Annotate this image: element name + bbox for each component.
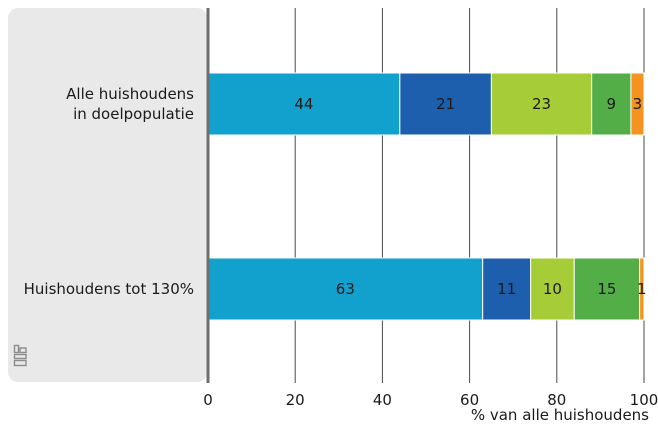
x-tick-label: 20: [286, 391, 305, 409]
data-label: 44: [294, 95, 313, 113]
x-tick-labels: 0 20 40 60 80 100: [203, 391, 658, 409]
x-tick-label: 100: [630, 391, 658, 409]
x-tick-label: 60: [460, 391, 479, 409]
data-label: 10: [543, 280, 562, 298]
bar-segment: [573, 257, 641, 321]
data-label: 1: [637, 280, 647, 298]
data-label: 15: [597, 280, 616, 298]
data-label: 9: [607, 95, 617, 113]
cbs-logo-icon: [13, 344, 27, 367]
bar-segment: [630, 72, 645, 136]
x-axis-label: % van alle huishoudens: [471, 406, 649, 424]
x-tick-label: 40: [373, 391, 392, 409]
gridlines: [294, 8, 645, 383]
category-label-panel: [8, 8, 207, 382]
bar-segment: [530, 257, 575, 321]
category-label: Huishoudens tot 130%: [24, 280, 194, 298]
bar-segment: [482, 257, 532, 321]
category-labels: Alle huishoudens in doelpopulatie Huishoud…: [24, 85, 195, 298]
data-label: 21: [436, 95, 455, 113]
data-label: 11: [497, 280, 516, 298]
bar-segment: [207, 72, 401, 136]
data-label: 3: [633, 95, 643, 113]
bars: 44 21 23 9 3 63 11 10 15 1: [207, 72, 647, 321]
x-tick-label: 80: [547, 391, 566, 409]
bar-segment: [639, 257, 645, 321]
x-tick-label: 0: [203, 391, 213, 409]
data-label: 23: [532, 95, 551, 113]
category-label: in doelpopulatie: [73, 105, 194, 123]
bar-segment: [490, 72, 593, 136]
data-label: 63: [336, 280, 355, 298]
category-label: Alle huishoudens: [66, 85, 194, 103]
bar-segment: [399, 72, 492, 136]
